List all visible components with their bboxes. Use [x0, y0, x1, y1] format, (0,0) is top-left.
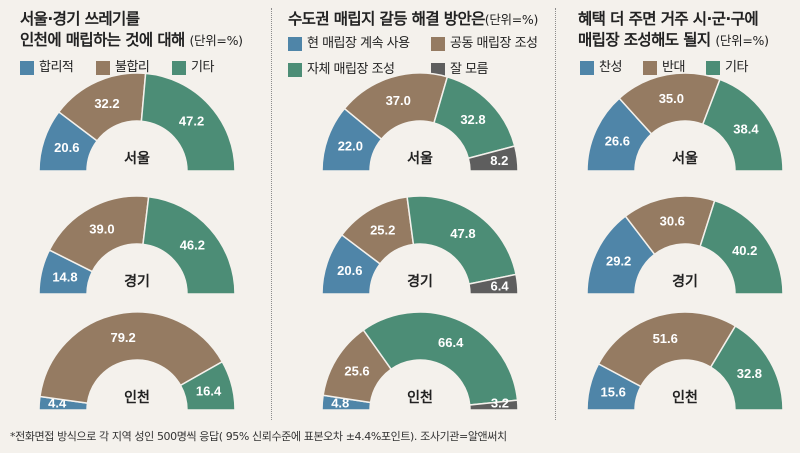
region-label: 서울 [407, 150, 433, 167]
region-label: 인천 [407, 389, 433, 406]
panel-3-unit: (단위=%) [715, 33, 769, 48]
legend-item-reasonable: 합리적 [20, 60, 74, 76]
segment-value-label: 32.8 [737, 366, 762, 381]
legend-item-agree: 찬성 [580, 60, 622, 76]
donut-segment [142, 195, 236, 295]
donut-segment [39, 311, 224, 404]
panel-divider-1 [271, 8, 272, 420]
segment-value-label: 46.2 [180, 237, 205, 252]
legend-label: 공동 매립장 조성 [450, 36, 538, 51]
donut-segment [179, 360, 236, 411]
panel-divider-2 [555, 8, 556, 420]
legend-item-own-landfill: 자체 매립장 조성 [288, 62, 395, 78]
panel-2-title-line1: 수도권 매립지 갈등 해결 방안은 [288, 10, 485, 28]
panel-1-title: 서울·경기 쓰레기를 인천에 매립하는 것에 대해 (단위=%) [20, 9, 243, 51]
legend-label: 기타 [191, 60, 214, 75]
segment-value-label: 32.2 [94, 96, 119, 111]
region-label: 서울 [672, 150, 698, 167]
region-label: 인천 [672, 389, 698, 406]
legend-label: 자체 매립장 조성 [307, 62, 395, 77]
donut-segment [699, 199, 784, 295]
segment-value-label: 25.2 [370, 223, 395, 238]
donut-segment [362, 311, 519, 406]
panel-2-title: 수도권 매립지 갈등 해결 방안은(단위=%) [288, 9, 538, 30]
donut-segment [597, 311, 737, 388]
panel-3-title: 혜택 더 주면 거주 시·군·구에 매립장 조성해도 될지 (단위=%) [578, 9, 769, 51]
segment-value-label: 3.2 [491, 396, 509, 411]
segment-value-label: 20.6 [54, 140, 79, 155]
legend-item-joint-landfill: 공동 매립장 조성 [431, 36, 538, 52]
panel-1-unit: (단위=%) [189, 33, 243, 48]
legend-swatch-green [288, 63, 302, 77]
legend-swatch-blue [580, 61, 594, 75]
segment-value-label: 47.8 [450, 226, 475, 241]
donut-segment [468, 399, 519, 411]
segment-value-label: 22.0 [338, 138, 363, 153]
segment-value-label: 47.2 [179, 114, 204, 129]
segment-value-label: 25.6 [344, 364, 369, 379]
panel-2-unit: (단위=%) [484, 12, 539, 27]
panel-3-title-line2: 매립장 조성해도 될지 [578, 31, 711, 49]
legend-label: 현 매립장 계속 사용 [307, 36, 410, 51]
legend-swatch-tan [643, 61, 657, 75]
donut-segment [468, 273, 519, 295]
legend-item-keep-current: 현 매립장 계속 사용 [288, 36, 410, 52]
segment-value-label: 32.8 [460, 112, 485, 127]
donut-segment [709, 324, 784, 411]
panel-1-title-line2: 인천에 매립하는 것에 대해 [20, 31, 185, 49]
segment-value-label: 39.0 [89, 221, 114, 236]
donut-segment [406, 195, 517, 285]
legend-swatch-green [172, 61, 186, 75]
segment-value-label: 26.6 [605, 133, 630, 148]
segment-value-label: 20.6 [337, 263, 362, 278]
donut-segment [467, 145, 519, 172]
segment-value-label: 66.4 [438, 335, 464, 350]
footnote: *전화면접 방식으로 각 지역 성인 500명씩 응답( 95% 신뢰수준에 표… [10, 430, 507, 443]
legend-swatch-green [706, 61, 720, 75]
segment-value-label: 15.6 [601, 385, 626, 400]
segment-value-label: 40.2 [732, 243, 757, 258]
legend-item-other: 기타 [172, 60, 214, 76]
region-label: 경기 [672, 273, 698, 290]
segment-value-label: 14.8 [52, 269, 77, 284]
legend-item-other: 기타 [706, 60, 748, 76]
region-label: 인천 [124, 389, 150, 406]
donut-segment [701, 78, 784, 172]
segment-value-label: 37.0 [386, 93, 411, 108]
donut-segment [140, 72, 236, 172]
segment-value-label: 6.4 [491, 278, 510, 293]
legend-label: 불합리 [115, 60, 150, 75]
legend-label: 찬성 [599, 60, 622, 75]
region-label: 경기 [124, 273, 150, 290]
panel-1-title-line1: 서울·경기 쓰레기를 [20, 10, 140, 28]
region-label: 경기 [407, 273, 433, 290]
region-label: 서울 [124, 150, 150, 167]
segment-value-label: 16.4 [196, 384, 222, 399]
legend-swatch-blue [20, 61, 34, 75]
legend-swatch-tan [431, 37, 445, 51]
panel-3-title-line1: 혜택 더 주면 거주 시·군·구에 [578, 10, 759, 28]
segment-value-label: 30.6 [660, 214, 685, 229]
legend-item-unreasonable: 불합리 [96, 60, 150, 76]
legend-swatch-tan [96, 61, 110, 75]
legend-label: 합리적 [39, 60, 74, 75]
segment-value-label: 35.0 [659, 91, 684, 106]
legend-item-oppose: 반대 [643, 60, 685, 76]
legend-label: 잘 모름 [450, 62, 489, 77]
segment-value-label: 38.4 [733, 122, 759, 137]
segment-value-label: 29.2 [606, 254, 631, 269]
segment-value-label: 79.2 [110, 330, 135, 345]
legend-swatch-blue [288, 37, 302, 51]
legend-label: 반대 [662, 60, 685, 75]
segment-value-label: 8.2 [490, 153, 508, 168]
segment-value-label: 51.6 [653, 331, 678, 346]
legend-label: 기타 [725, 60, 748, 75]
